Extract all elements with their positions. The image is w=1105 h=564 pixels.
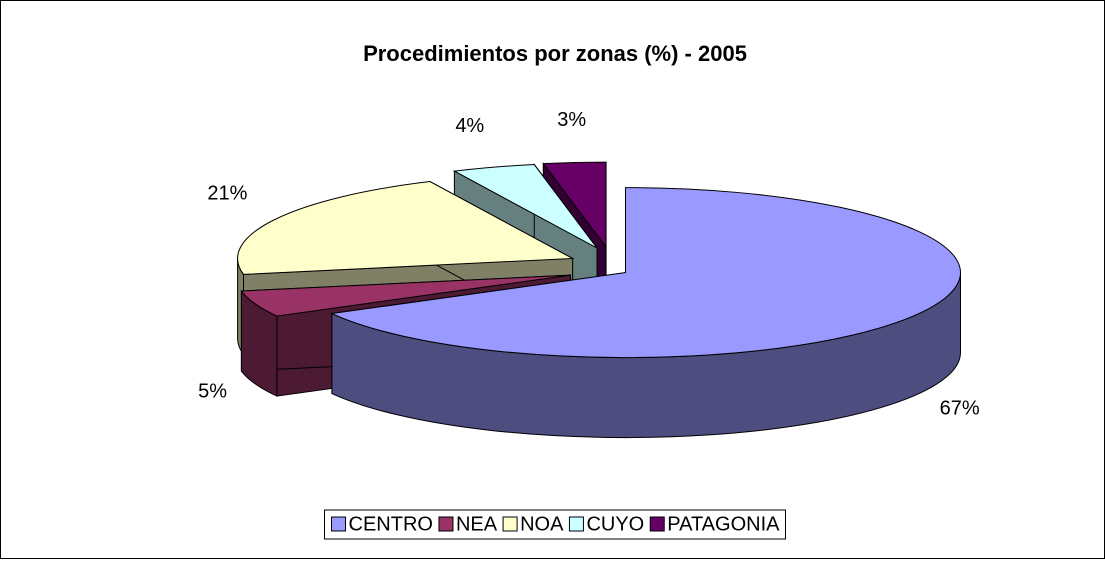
legend-label: PATAGONIA [667,513,780,535]
slice-top [240,274,571,317]
data-label: 3% [557,109,586,131]
data-label: 67% [940,397,980,419]
legend-box [324,509,786,540]
data-label: 4% [455,115,484,137]
legend-swatch [438,516,454,532]
legend-swatch [568,516,584,532]
legend-label: CENTRO [349,513,433,535]
slice-top [452,164,598,249]
legend-swatch [649,516,665,532]
data-label: 21% [207,183,247,205]
slice-top [330,187,961,359]
legend: CENTRO NEA NOA CUYO PATAGONIA [324,509,786,540]
pie-slice [330,187,961,439]
legend-swatch [331,516,347,532]
chart-title: Procedimientos por zonas (%) - 2005 [363,41,747,66]
data-label: 5% [198,380,227,402]
slice-top [542,161,607,249]
legend-label: CUYO [586,513,644,535]
legend-swatch [502,516,518,532]
legend-label: NEA [456,513,498,535]
slice-top [237,181,575,275]
legend-label: NOA [520,513,564,535]
